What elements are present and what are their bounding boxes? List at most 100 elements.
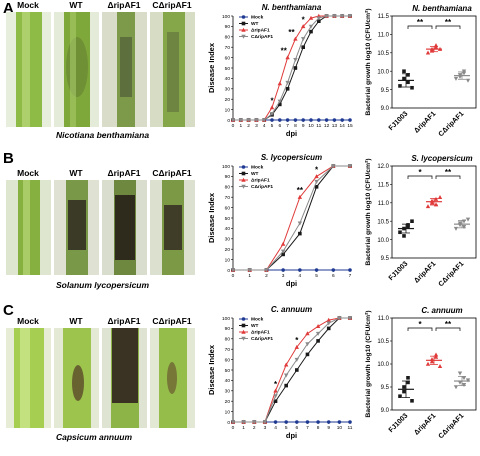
panel-b: B Mock WT ΔripAF1 [0, 150, 480, 298]
y-axis-label: Bacterial growth log10 (CFU/cm²) [365, 158, 372, 265]
x-tick-label: 2 [265, 273, 268, 279]
data-point [315, 324, 321, 329]
data-point [347, 164, 353, 169]
y-tick-label: 11.5 [378, 183, 390, 189]
data-point [425, 361, 431, 366]
data-point [331, 268, 336, 272]
data-point [295, 368, 299, 372]
x-tick-label: 3 [264, 425, 267, 431]
x-tick-label: 8 [317, 425, 320, 431]
significance-marker: * [418, 168, 422, 177]
stem-photo-mock [6, 12, 51, 127]
data-point [425, 204, 431, 209]
data-point [314, 268, 319, 272]
data-point [398, 394, 402, 398]
significance-bracket [407, 327, 433, 331]
data-point [284, 420, 288, 424]
x-tick-label: 5 [271, 123, 274, 129]
stem-photos: Mock WT ΔripAF1 CΔripAF1 [6, 150, 198, 298]
significance-marker: ** [445, 18, 452, 27]
data-point [398, 84, 402, 88]
data-point [398, 230, 402, 235]
x-tick-label: 11 [348, 425, 353, 431]
x-tick-label: 4 [274, 425, 277, 431]
x-axis-label: dpi [286, 431, 297, 440]
data-point [301, 37, 306, 42]
stem-label-wt: WT [69, 316, 83, 326]
y-tick-label: 80 [225, 185, 231, 191]
data-point [348, 420, 352, 424]
stem-label-complement: CΔripAF1 [152, 168, 192, 178]
stem-label-mutant: ΔripAF1 [107, 316, 141, 326]
chart-title: C. annuum [271, 305, 312, 314]
data-point [281, 268, 285, 272]
legend-marker [241, 27, 246, 32]
y-tick-label: 10.5 [377, 219, 389, 225]
data-point [457, 371, 463, 376]
y-tick-label: 11.5 [378, 14, 390, 20]
data-point [410, 85, 414, 90]
legend-label: WT [251, 171, 259, 177]
data-point [273, 420, 278, 424]
y-tick-label: 9.0 [381, 408, 390, 414]
data-point [273, 388, 278, 393]
data-point [402, 234, 406, 238]
species-label: Nicotiana benthamiana [56, 130, 150, 140]
data-point [317, 19, 321, 23]
y-tick-label: 60 [225, 205, 231, 211]
data-point [340, 14, 345, 19]
panel-letter: B [3, 150, 14, 167]
legend-label: ΔripAF1 [251, 28, 270, 34]
series-line [233, 165, 350, 271]
data-point [433, 354, 439, 359]
significance-marker: ** [445, 168, 452, 177]
data-point [326, 326, 331, 331]
data-point [293, 118, 298, 122]
chart-title: S. lycopersicum [411, 154, 472, 163]
data-point [332, 118, 337, 122]
data-point [264, 268, 269, 273]
data-point [326, 420, 331, 424]
legend-label: CΔripAF1 [251, 34, 273, 40]
y-tick-label: 20 [225, 399, 231, 405]
species-label: Capsicum annuum [56, 432, 133, 442]
data-point [425, 50, 431, 55]
x-tick-label: 6 [332, 273, 335, 279]
data-point [254, 118, 259, 123]
y-tick-label: 20 [225, 247, 231, 253]
legend-marker [241, 184, 246, 189]
legend-label: Mock [251, 317, 264, 323]
legend-label: Mock [251, 15, 264, 21]
y-tick-label: 90 [225, 174, 231, 180]
species-label: Solanum lycopersicum [56, 280, 150, 290]
y-tick-label: 10.0 [377, 362, 389, 368]
y-tick-label: 50 [225, 216, 231, 222]
category-label: FJ1003 [388, 110, 410, 132]
stem-label-mock: Mock [17, 0, 39, 10]
data-point [278, 102, 282, 107]
x-tick-label: 15 [347, 123, 353, 129]
data-point [309, 118, 313, 122]
significance-bracket [407, 175, 433, 179]
y-axis-label: Disease Index [207, 42, 216, 93]
data-point [295, 420, 299, 424]
data-point [294, 357, 300, 362]
data-point [453, 226, 459, 231]
data-point [326, 317, 331, 322]
data-point [280, 249, 286, 254]
data-point [316, 16, 321, 21]
series-line [233, 15, 350, 121]
y-tick-label: 10.0 [377, 238, 389, 244]
data-point [406, 73, 410, 77]
data-point [331, 164, 336, 169]
y-tick-label: 9.5 [381, 385, 390, 391]
data-point [301, 45, 305, 49]
x-tick-label: 1 [248, 273, 251, 279]
stem-photos: Mock WT ΔripAF1 CΔri [6, 0, 198, 148]
data-point [315, 331, 321, 336]
data-point [324, 14, 329, 19]
data-point [324, 118, 329, 122]
data-point [309, 29, 313, 34]
stem-label-wt: WT [69, 0, 83, 10]
